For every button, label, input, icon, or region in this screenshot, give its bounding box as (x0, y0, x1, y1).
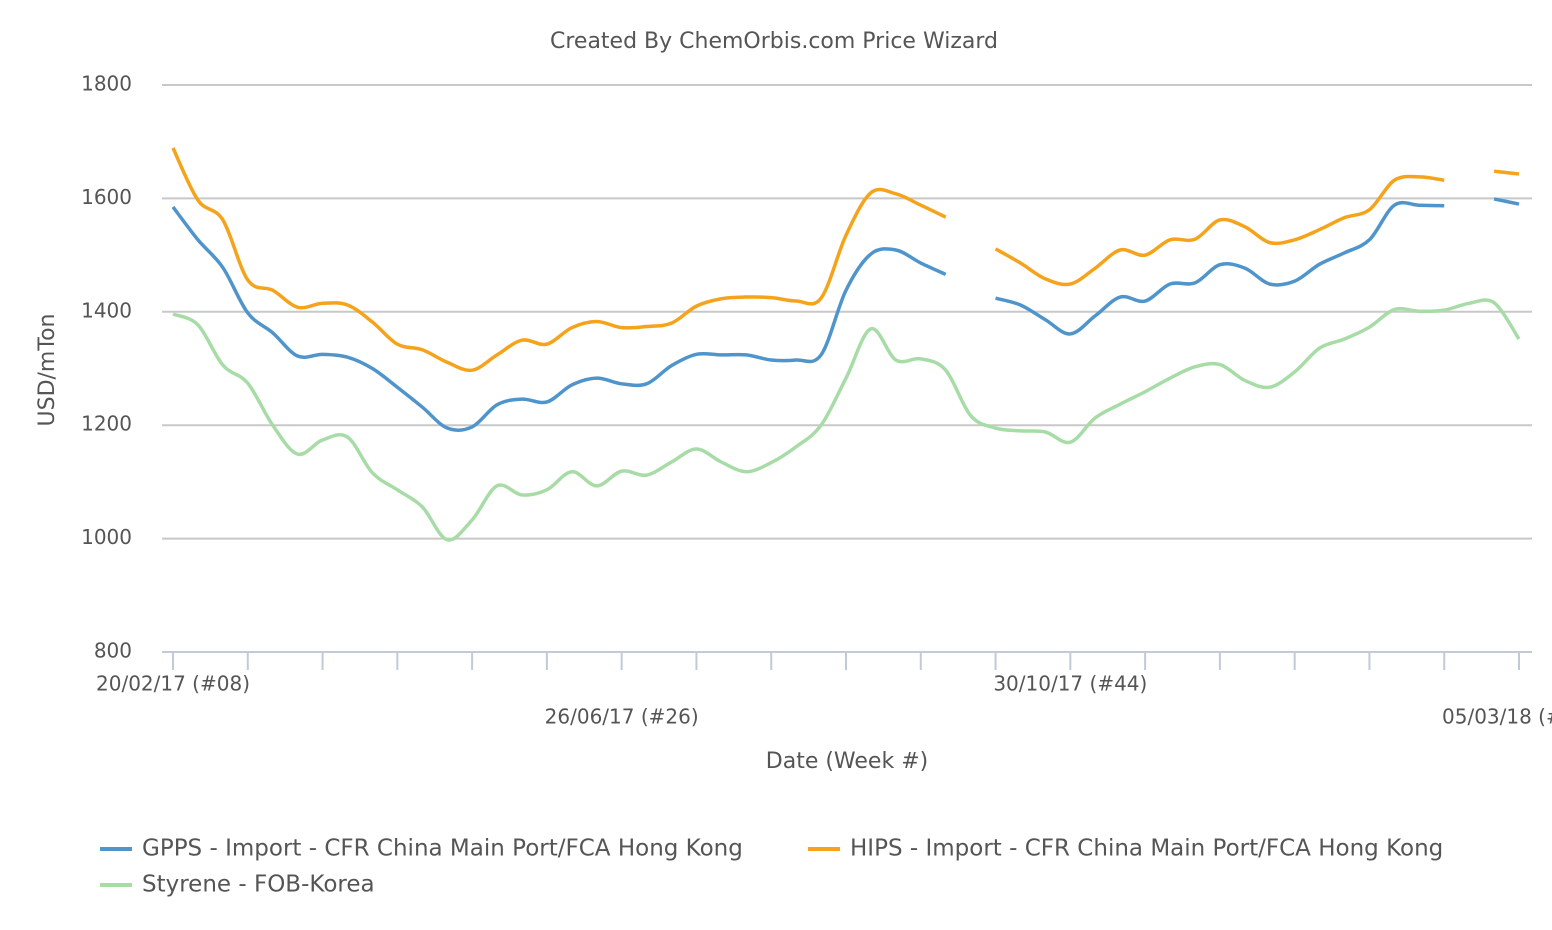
y-axis-label: USD/mTon (35, 314, 60, 427)
legend-label: GPPS - Import - CFR China Main Port/FCA … (142, 836, 743, 862)
chart-title: Created By ChemOrbis.com Price Wizard (550, 29, 998, 54)
series-line (172, 298, 1521, 542)
series-line (994, 174, 1445, 287)
legend-label: HIPS - Import - CFR China Main Port/FCA … (850, 836, 1443, 862)
x-axis-label: Date (Week #) (766, 749, 928, 774)
x-tick-label: 30/10/17 (#44) (993, 672, 1147, 696)
y-tick-label: 1600 (81, 185, 132, 209)
y-tick-label: 1400 (81, 298, 132, 322)
series-line (171, 205, 947, 432)
y-tick-label: 800 (94, 639, 132, 663)
x-tick-label: 26/06/17 (#26) (545, 705, 699, 729)
y-tick-label: 1800 (81, 72, 132, 96)
series-line (1493, 197, 1520, 206)
series-line (1493, 169, 1520, 176)
x-tick-label: 20/02/17 (#08) (96, 672, 250, 696)
series-line (171, 147, 947, 373)
y-tick-label: 1000 (81, 525, 132, 549)
series-line (995, 200, 1445, 336)
y-tick-label: 1200 (81, 412, 132, 436)
legend-label: Styrene - FOB-Korea (142, 872, 375, 898)
x-tick-label: 05/03/18 (#10) (1442, 705, 1552, 729)
